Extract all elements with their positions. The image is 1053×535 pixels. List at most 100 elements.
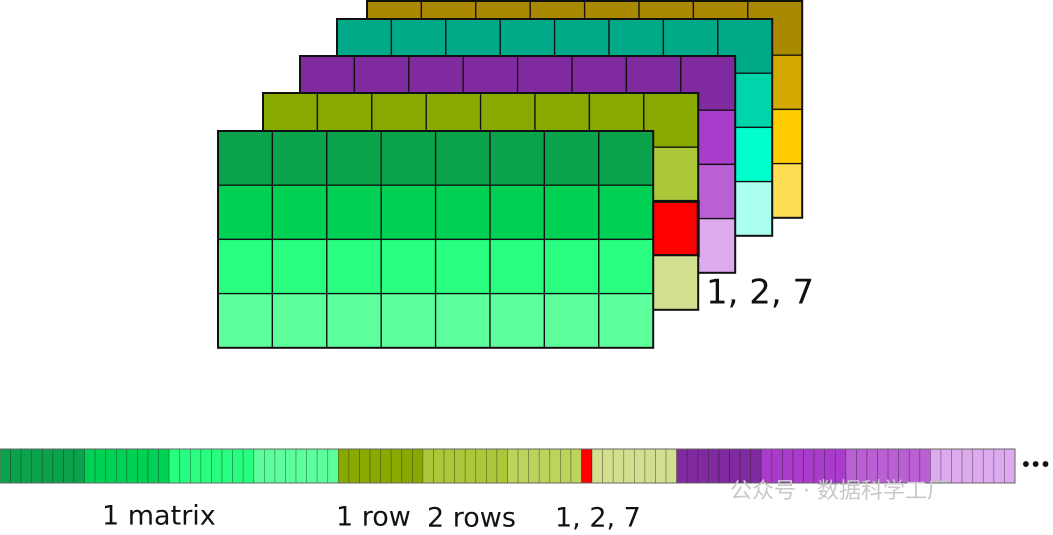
strip-cell xyxy=(179,448,191,484)
strip-cell xyxy=(316,448,329,484)
strip-cell xyxy=(115,448,128,484)
strip-cell xyxy=(20,448,33,484)
strip-cell xyxy=(73,448,85,484)
cell xyxy=(434,130,491,186)
cell xyxy=(271,238,328,295)
cell xyxy=(271,184,328,241)
strip-cell xyxy=(486,448,498,484)
strip-cell xyxy=(686,448,699,484)
strip-cell xyxy=(591,448,604,484)
strip-cell xyxy=(295,448,307,484)
strip-cell xyxy=(729,448,741,484)
strip-cell xyxy=(634,448,646,484)
cell xyxy=(598,184,654,241)
watermark: 公众号 · 数据科学工厂 xyxy=(730,479,949,504)
strip-cell xyxy=(570,448,582,484)
strip-cell xyxy=(919,448,931,484)
strip-cell xyxy=(359,448,371,484)
strip-label: 1 row xyxy=(336,502,411,533)
cell xyxy=(434,238,491,295)
strip-cell xyxy=(887,448,900,484)
strip-cell xyxy=(549,448,561,484)
strip-cell xyxy=(200,448,212,484)
ellipsis: ••• xyxy=(1020,453,1049,477)
strip-cell xyxy=(560,448,572,484)
strip-cell xyxy=(602,448,614,484)
cell xyxy=(217,292,274,349)
strip-cell xyxy=(348,448,360,484)
strip-cell xyxy=(898,448,910,484)
strip-cell xyxy=(158,448,170,484)
strip-cell xyxy=(612,448,625,484)
strip-cell xyxy=(411,448,424,484)
cell xyxy=(271,292,328,349)
strip-cell xyxy=(263,448,276,484)
strip-cell xyxy=(189,448,202,484)
strip-cell xyxy=(232,448,244,484)
strip-border xyxy=(0,448,1016,484)
strip-cell xyxy=(390,448,403,484)
strip-cell xyxy=(961,448,974,484)
strip-cell xyxy=(655,448,667,484)
cell xyxy=(489,184,546,241)
strip-cell xyxy=(126,448,138,484)
cell xyxy=(489,238,546,295)
cell xyxy=(543,238,600,295)
strip-cell xyxy=(211,448,223,484)
strip-cell xyxy=(422,448,434,484)
strip-cell xyxy=(496,448,508,484)
strip-cell xyxy=(803,448,815,484)
strip-cell xyxy=(105,448,117,484)
strip-cell xyxy=(433,448,445,484)
strip-cell xyxy=(623,448,635,484)
cell xyxy=(489,292,546,349)
strip-cell xyxy=(274,448,286,484)
cell xyxy=(217,130,274,186)
cell xyxy=(598,130,654,186)
cell xyxy=(326,292,382,349)
cell xyxy=(326,184,382,241)
strip-cell xyxy=(792,448,804,484)
matrix xyxy=(217,130,655,349)
highlighted-cell xyxy=(581,448,593,484)
strip-cell xyxy=(538,448,551,484)
strip-cell xyxy=(718,448,730,484)
strip-cell xyxy=(31,448,43,484)
strip-cell xyxy=(982,448,995,484)
strip-cell xyxy=(52,448,64,484)
strip-cell xyxy=(972,448,984,484)
strip-cell xyxy=(877,448,889,484)
strip-label: 2 rows xyxy=(427,503,516,534)
strip-cell xyxy=(760,448,773,484)
cell xyxy=(680,55,736,111)
cell xyxy=(380,292,437,349)
cell xyxy=(326,130,382,186)
strip-cell xyxy=(337,448,350,484)
strip-cell xyxy=(401,448,413,484)
strip-cell xyxy=(475,448,487,484)
cell xyxy=(326,238,382,295)
strip-cell xyxy=(824,448,836,484)
strip-cell xyxy=(10,448,22,484)
strip-cell xyxy=(697,448,709,484)
strip-cell xyxy=(813,448,826,484)
strip-cell xyxy=(750,448,762,484)
index-label: 1, 2, 7 xyxy=(706,273,814,313)
strip-cell xyxy=(147,448,159,484)
cell xyxy=(271,130,328,186)
flat-memory-strip xyxy=(0,448,1016,484)
strip-cell xyxy=(782,448,794,484)
cell xyxy=(543,184,600,241)
strip-cell xyxy=(443,448,455,484)
strip-cell xyxy=(137,448,149,484)
strip-cell xyxy=(94,448,107,484)
cell xyxy=(434,184,491,241)
strip-cell xyxy=(866,448,878,484)
strip-cell xyxy=(676,448,688,484)
cell xyxy=(217,184,274,241)
strip-cell xyxy=(221,448,233,484)
cell xyxy=(543,130,600,186)
strip-cell xyxy=(168,448,181,484)
cell xyxy=(380,184,437,241)
